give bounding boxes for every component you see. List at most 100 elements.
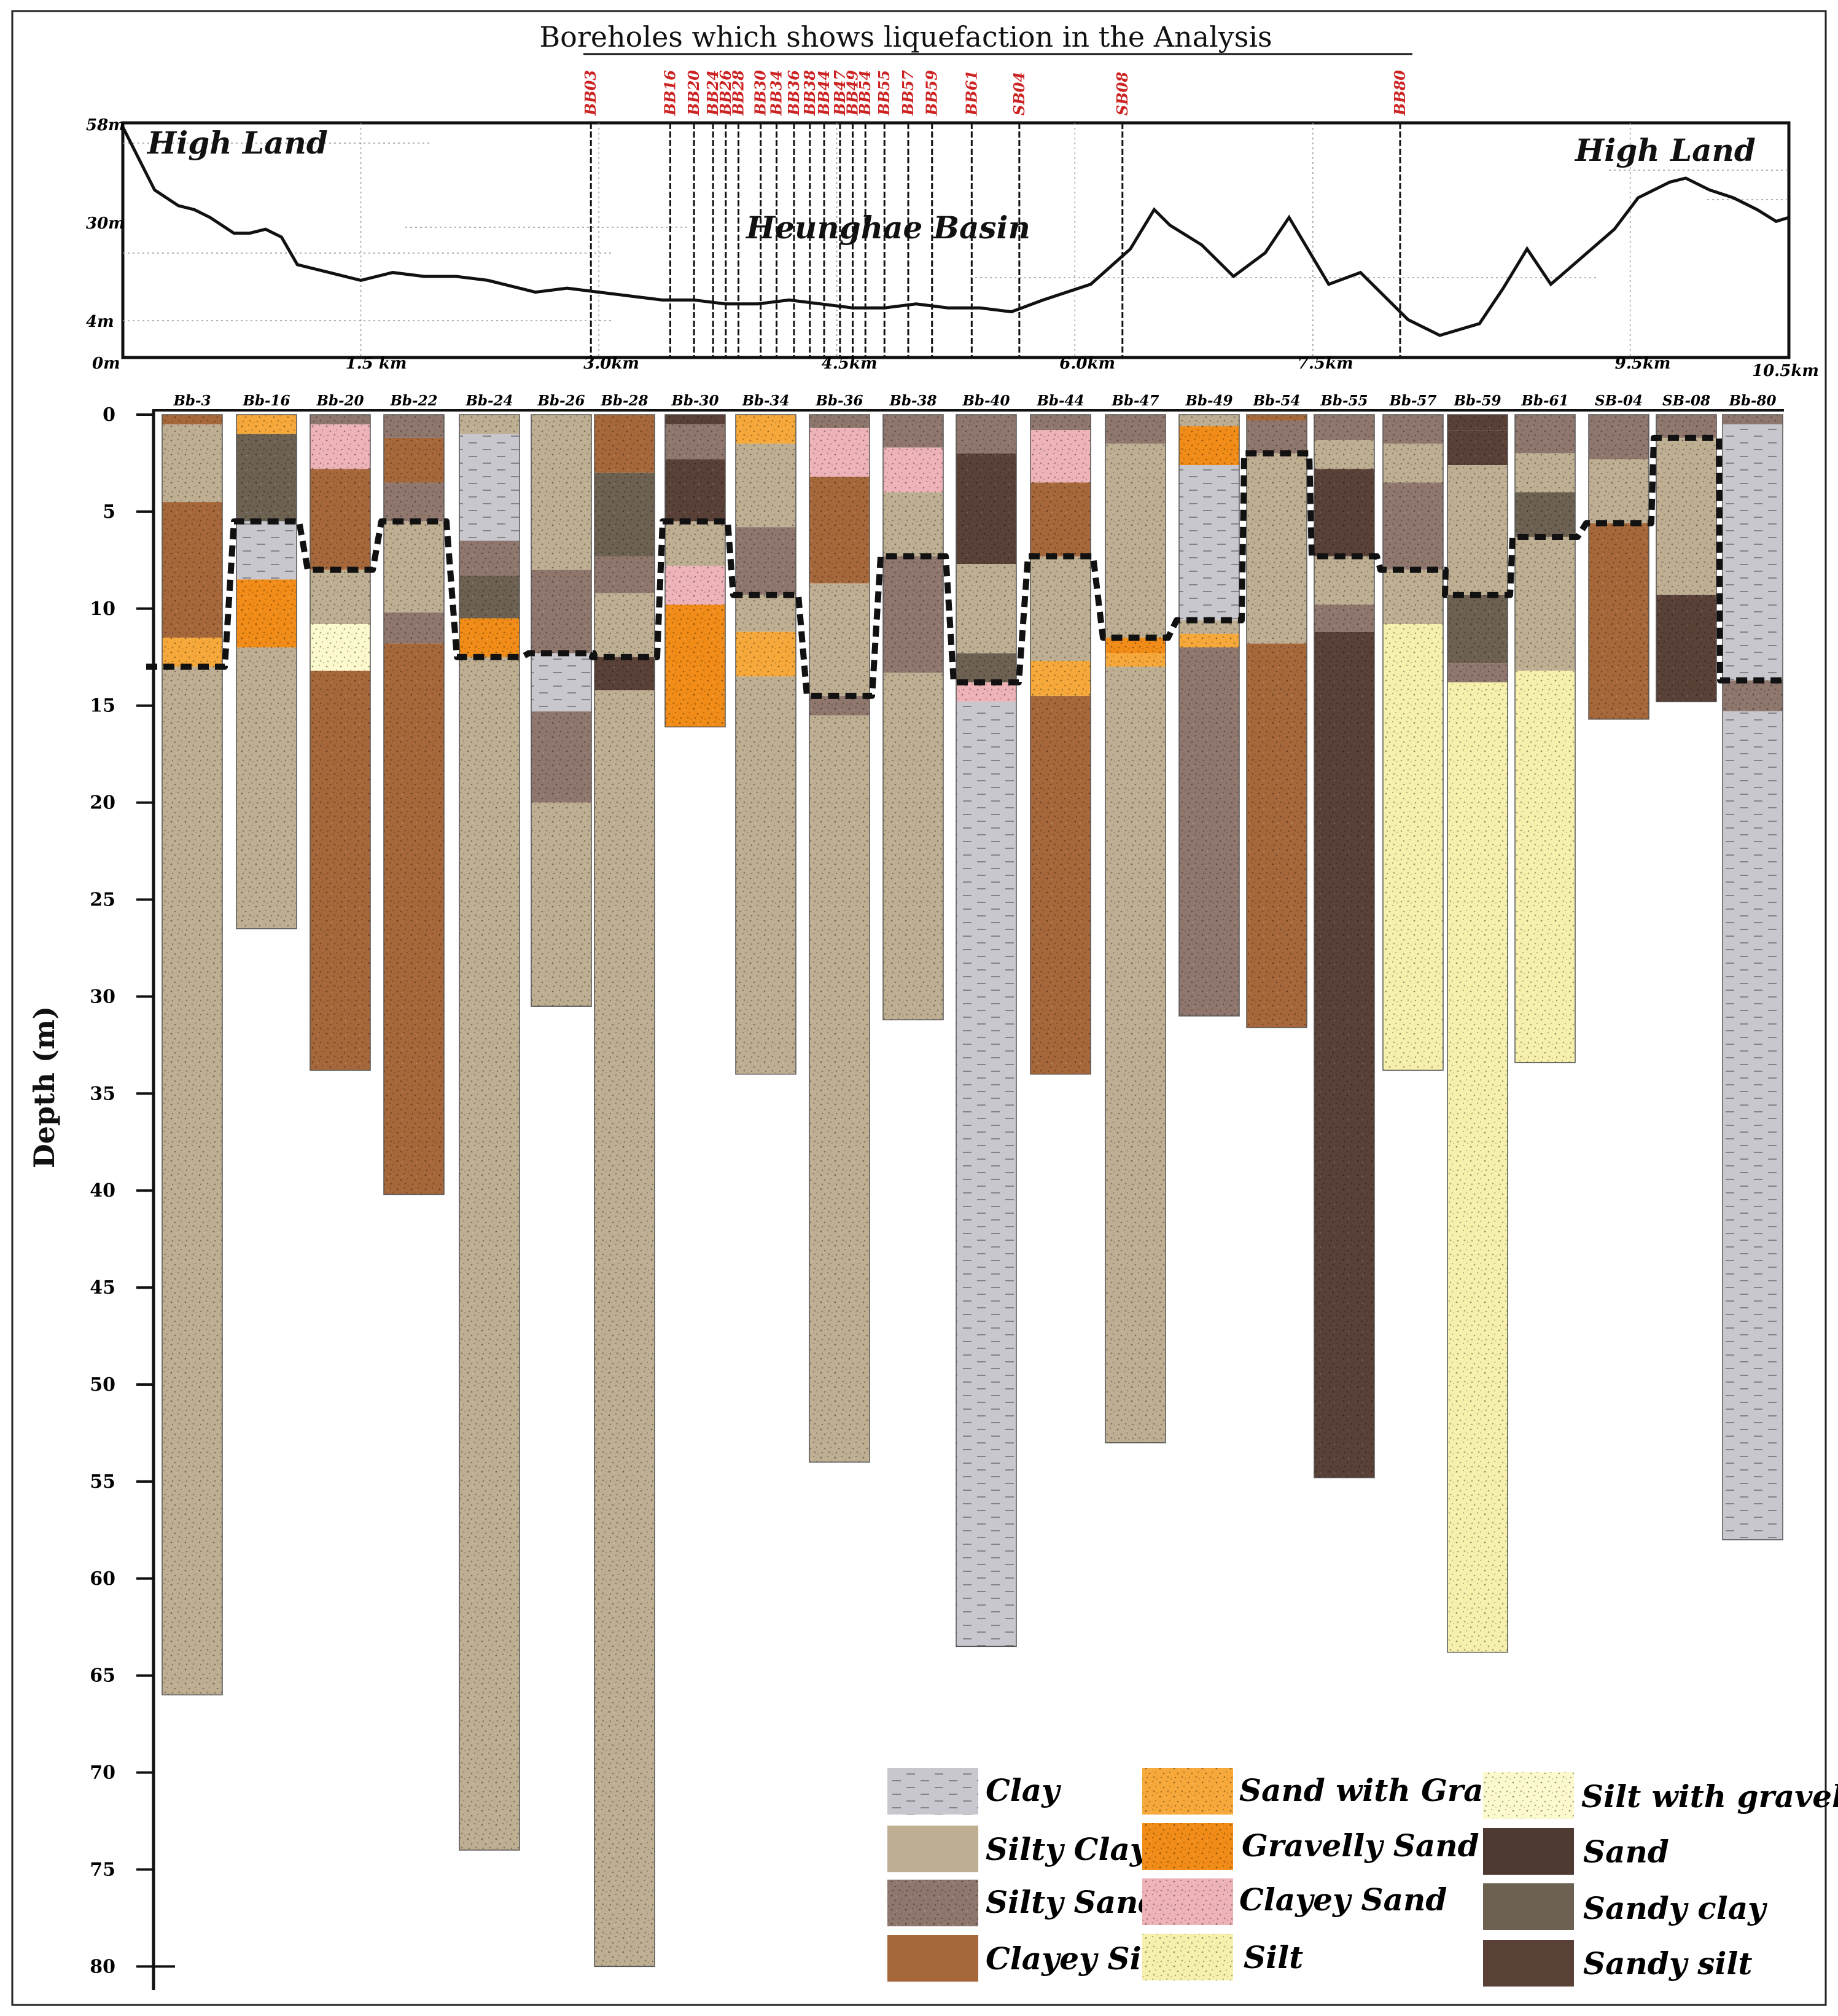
liquefied-borehole-label-bb59: BB59 [923,70,941,116]
layer-texture-clayey-sand [1030,430,1091,483]
borehole-label-bb-34: Bb-34 [741,393,789,409]
borehole-label-bb-30: Bb-30 [671,393,718,409]
layer-texture-clay [236,521,297,580]
layer-texture-sandy-silt [1447,430,1508,466]
borehole-column-bb-30 [664,414,726,728]
layer-texture-silty-clay [1447,465,1508,595]
borehole-column-bb-80 [1722,414,1783,1541]
depth-tick-label-70: 70 [90,1762,115,1784]
legend-swatch-sand-with-gravel-texture [1142,1768,1233,1815]
depth-tick-label-20: 20 [90,792,115,814]
borehole-outline [1722,414,1783,1541]
legend-swatch-clayey-silt [887,1935,978,1982]
borehole-outline [1314,414,1375,1479]
distance-label-10-5km: 10.5km [1752,362,1819,380]
borehole-column-bb-55 [1314,414,1375,1479]
layer-texture-sandy-silt [594,657,655,690]
borehole-outline [1447,414,1508,1653]
borehole-outline [531,414,592,1007]
borehole-column-bb-49 [1178,414,1240,1017]
layer-texture-clayey-sand [665,566,725,605]
legend-label-sandy-clay: Sandy clay [1583,1890,1767,1926]
borehole-outline [735,414,796,1075]
layer-texture-silty-sand [1314,415,1374,440]
borehole-label-bb-40: Bb-40 [962,393,1010,409]
liquefaction-boundary-line [146,434,1785,699]
liquefied-borehole-label-bb16: BB16 [661,70,679,116]
depth-tick-label-65: 65 [90,1665,115,1687]
legend-swatch-clay-texture [887,1768,978,1815]
layer-texture-silty-clay [1247,453,1307,644]
borehole-column-bb-16 [236,414,297,929]
liquefied-borehole-lines [590,123,1401,357]
layer-texture-silty-clay [1656,437,1716,595]
layer-texture-silty-sand [1383,482,1443,570]
layer-texture-sand-with-gravel [1030,661,1091,696]
layer-texture-silty-clay [310,569,370,625]
borehole-column-bb-26 [531,414,592,1007]
distance-labels: 1.5 km 3.0km 4.5km 6.0km 7.5km 9.5km 10.5km [346,354,1819,380]
layer-texture-silty-sand [665,424,725,459]
layer-texture-silty-sand [736,527,796,595]
borehole-outline [459,414,520,1851]
borehole-column-bb-22 [383,414,445,1195]
layer-texture-clayey-silt [310,670,370,1071]
layer-texture-clayey-silt [384,643,444,1195]
layer-texture-silt [1447,682,1508,1652]
liquefied-borehole-label-bb38: BB38 [801,70,819,116]
layer-texture-silty-sand [1383,415,1443,444]
layer-texture-gravelly-sand [665,604,725,727]
borehole-outline [956,414,1017,1647]
borehole-column-bb-24 [459,414,520,1851]
layer-texture-silty-sand [809,695,870,716]
layer-texture-silty-clay [1589,459,1649,523]
liquefied-borehole-label-bb26: BB26 [717,70,734,116]
liquefied-borehole-label-bb20: BB20 [685,70,703,116]
layer-texture-silty-clay [736,676,796,1074]
soil-legend: Clay Silty Clay Silty Sand Clayey Silt S… [887,1768,1838,1987]
borehole-name-labels: Bb-3 Bb-16 Bb-20 Bb-22 Bb-24 Bb-26 Bb-28 Bb-30 B… [173,393,1776,409]
depth-tick-label-10: 10 [90,598,115,620]
layer-texture-sand-with-gravel [162,638,222,667]
borehole-outline [882,414,944,1021]
liquefied-borehole-label-bb03: BB03 [582,70,599,116]
borehole-column-bb-59 [1447,414,1508,1653]
depth-tick-label-40: 40 [90,1180,115,1201]
legend-label-silt: Silt [1244,1939,1303,1975]
borehole-column-bb-54 [1246,414,1307,1028]
liquefied-borehole-label-bb36: BB36 [785,70,803,116]
borehole-column-bb-36 [809,414,870,1463]
layer-texture-silty-clay [665,521,725,566]
borehole-label-bb-36: Bb-36 [815,393,863,409]
layer-texture-clayey-silt [1030,482,1091,557]
depth-tick-label-60: 60 [90,1568,115,1590]
layer-texture-silt-with-gravel [310,624,370,671]
borehole-outline [664,414,726,728]
layer-texture-silty-clay [1515,536,1575,671]
layer-texture-clayey-silt [162,415,222,424]
borehole-column-bb-57 [1382,414,1444,1071]
layer-texture-sand-with-gravel [1179,633,1239,647]
layer-texture-sandy-silt [1314,469,1374,557]
depth-axis-ticks: 0 5 10 15 20 25 30 35 40 45 50 55 60 65 70 75 80 [90,404,175,1977]
borehole-column-sb-08 [1656,414,1717,703]
liquefied-borehole-label-sb04: SB04 [1010,72,1028,115]
layer-texture-clayey-sand [956,682,1016,702]
liquefied-borehole-label-bb61: BB61 [962,70,980,116]
distance-label-1-5-km: 1.5 km [346,354,407,373]
depth-tick-label-30: 30 [90,986,115,1007]
borehole-label-bb-16: Bb-16 [242,393,290,409]
legend-swatch-gravelly-sand-texture [1142,1823,1233,1870]
depth-tick-label-35: 35 [90,1083,115,1104]
borehole-outline [1178,414,1240,1017]
legend-swatch-silty-clay [887,1826,978,1872]
layer-texture-clay [1723,424,1783,681]
elevation-label-0: 0m [92,354,120,373]
layer-texture-sandy-clay [459,576,520,619]
layer-texture-silty-sand [1105,415,1166,444]
borehole-outline [1030,414,1091,1075]
legend-label-clayey-silt: Clayey Silt [986,1940,1167,1977]
layer-texture-silty-clay [809,715,870,1463]
